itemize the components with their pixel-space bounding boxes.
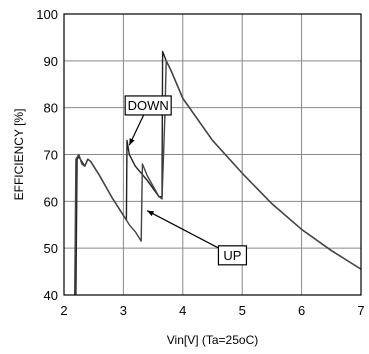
y-tick-label: 70 bbox=[44, 148, 58, 163]
y-axis-label: EFFICIENCY [%] bbox=[12, 109, 26, 201]
series-line-up bbox=[74, 60, 362, 296]
x-tick-label: 7 bbox=[357, 303, 364, 318]
x-tick-label: 4 bbox=[179, 303, 186, 318]
series-lines bbox=[74, 50, 362, 296]
x-tick-label: 6 bbox=[298, 303, 305, 318]
annotation-down: DOWN bbox=[124, 95, 172, 146]
y-tick-labels: 40 50 60 70 80 90 100 bbox=[36, 7, 58, 303]
plot-frame bbox=[63, 13, 362, 296]
annotation-box bbox=[124, 95, 172, 116]
y-tick-label: 100 bbox=[36, 7, 58, 22]
annotation-box bbox=[217, 245, 248, 266]
annotation-label: UP bbox=[223, 248, 241, 263]
arrow-head-icon bbox=[129, 138, 135, 146]
x-tick-label: 3 bbox=[120, 303, 127, 318]
y-tick-label: 40 bbox=[44, 288, 58, 303]
x-tick-label: 2 bbox=[60, 303, 67, 318]
grid-lines bbox=[63, 13, 362, 296]
y-tick-label: 60 bbox=[44, 194, 58, 209]
annotation-up: UP bbox=[146, 210, 248, 266]
annotations: DOWN UP bbox=[124, 95, 248, 266]
x-tick-labels: 2 3 4 5 6 7 bbox=[60, 303, 364, 318]
arrow-head-icon bbox=[147, 210, 155, 217]
annotation-label: DOWN bbox=[128, 98, 169, 113]
x-axis-label: Vin[V] (Ta=25oC) bbox=[167, 333, 259, 347]
x-tick-label: 5 bbox=[239, 303, 246, 318]
y-tick-label: 80 bbox=[44, 101, 58, 116]
y-tick-label: 90 bbox=[44, 54, 58, 69]
y-tick-label: 50 bbox=[44, 241, 58, 256]
